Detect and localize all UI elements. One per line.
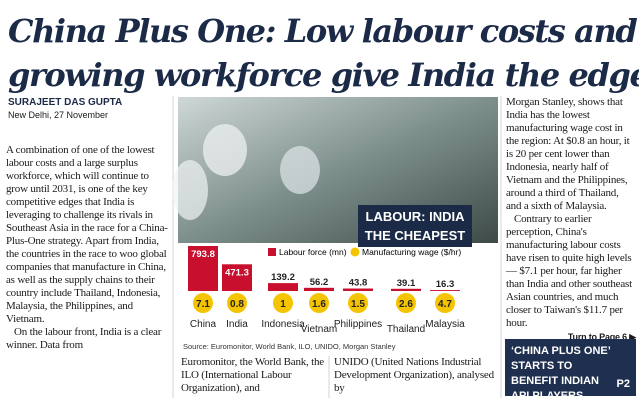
- category-label: Vietnam: [301, 324, 338, 335]
- wage-value-label: 1.5: [351, 299, 365, 310]
- chart-title-box: [358, 205, 472, 247]
- teaser-headline: ‘CHINA PLUS ONE’ STARTS TO BENEFIT INDIA…: [511, 345, 611, 402]
- photo-figure: [203, 124, 247, 176]
- chart-title: LABOUR: INDIA: [366, 209, 466, 224]
- paragraph: Morgan Stanley, shows that India has the…: [506, 96, 630, 212]
- category-label: India: [226, 319, 248, 330]
- wage-marker: [396, 293, 416, 313]
- legend-swatch: [268, 248, 276, 256]
- bar-value-label: 39.1: [397, 278, 416, 289]
- legend-swatch: [350, 247, 360, 257]
- dateline: New Delhi, 27 November: [8, 110, 109, 120]
- wage-value-label: 4.7: [438, 299, 452, 310]
- bar-value-label: 16.3: [436, 279, 455, 290]
- category-label: Malaysia: [425, 319, 465, 330]
- paragraph: A combination of one of the lowest labou…: [6, 144, 168, 325]
- headline: growing workforce give India the edge: [8, 56, 639, 94]
- wage-marker: [309, 293, 329, 313]
- wage-value-label: 7.1: [196, 299, 210, 310]
- wage-value-label: 0.8: [230, 299, 244, 310]
- column: UNIDO (United Nations Industrial Develop…: [334, 356, 494, 394]
- column: Euromonitor, the World Bank, the ILO (In…: [181, 356, 324, 394]
- legend-label: Manufacturing wage ($/hr): [362, 247, 461, 257]
- category-label: Philippines: [334, 319, 382, 330]
- jump-text: Turn to Page 6: [567, 332, 627, 342]
- bar: [188, 246, 218, 291]
- bar: [268, 283, 298, 291]
- bar: [304, 287, 334, 291]
- wage-value-label: 1: [280, 299, 286, 310]
- chart-source: Source: Euromonitor, World Bank, ILO, UN…: [183, 342, 396, 351]
- chart-title: THE CHEAPEST: [365, 228, 465, 243]
- wage-marker: [348, 293, 368, 313]
- wage-value-label: 2.6: [399, 299, 413, 310]
- wage-marker: [273, 293, 293, 313]
- category-label: China: [190, 319, 217, 330]
- category-label: Thailand: [387, 324, 425, 335]
- bar-value-label: 43.8: [349, 278, 368, 289]
- bar-value-label: 793.8: [191, 249, 215, 260]
- jump: Turn to Page 6 ▶: [567, 332, 636, 342]
- legend-label: Labour force (mn): [279, 247, 347, 257]
- teaser-box: ‘CHINA PLUS ONE’ STARTS TO BENEFIT INDIA…: [505, 339, 636, 402]
- paragraph: On the labour front, India is a clear wi…: [6, 326, 162, 351]
- teaser-page: P2: [616, 378, 630, 390]
- byline: SURAJEET DAS GUPTA: [8, 97, 123, 108]
- bar-value-label: 139.2: [271, 272, 295, 283]
- bar: [343, 288, 373, 291]
- wage-marker: [193, 293, 213, 313]
- photo-figure: [172, 160, 208, 220]
- headline: China Plus One: Low labour costs and: [8, 12, 638, 50]
- bar-value-label: 56.2: [310, 277, 329, 288]
- wage-value-label: 1.6: [312, 299, 326, 310]
- paragraph: Contrary to earlier perception, China's …: [506, 213, 632, 329]
- wage-marker: [227, 293, 247, 313]
- category-label: Indonesia: [261, 319, 305, 330]
- photo-figure: [280, 146, 320, 194]
- bar-value-label: 471.3: [225, 267, 249, 278]
- bar: [391, 288, 421, 291]
- bar: [222, 264, 252, 291]
- bar: [430, 290, 460, 291]
- column: A combination of one of the lowest labou…: [6, 144, 168, 352]
- column: Morgan Stanley, shows that India has the…: [506, 96, 636, 343]
- wage-marker: [435, 293, 455, 313]
